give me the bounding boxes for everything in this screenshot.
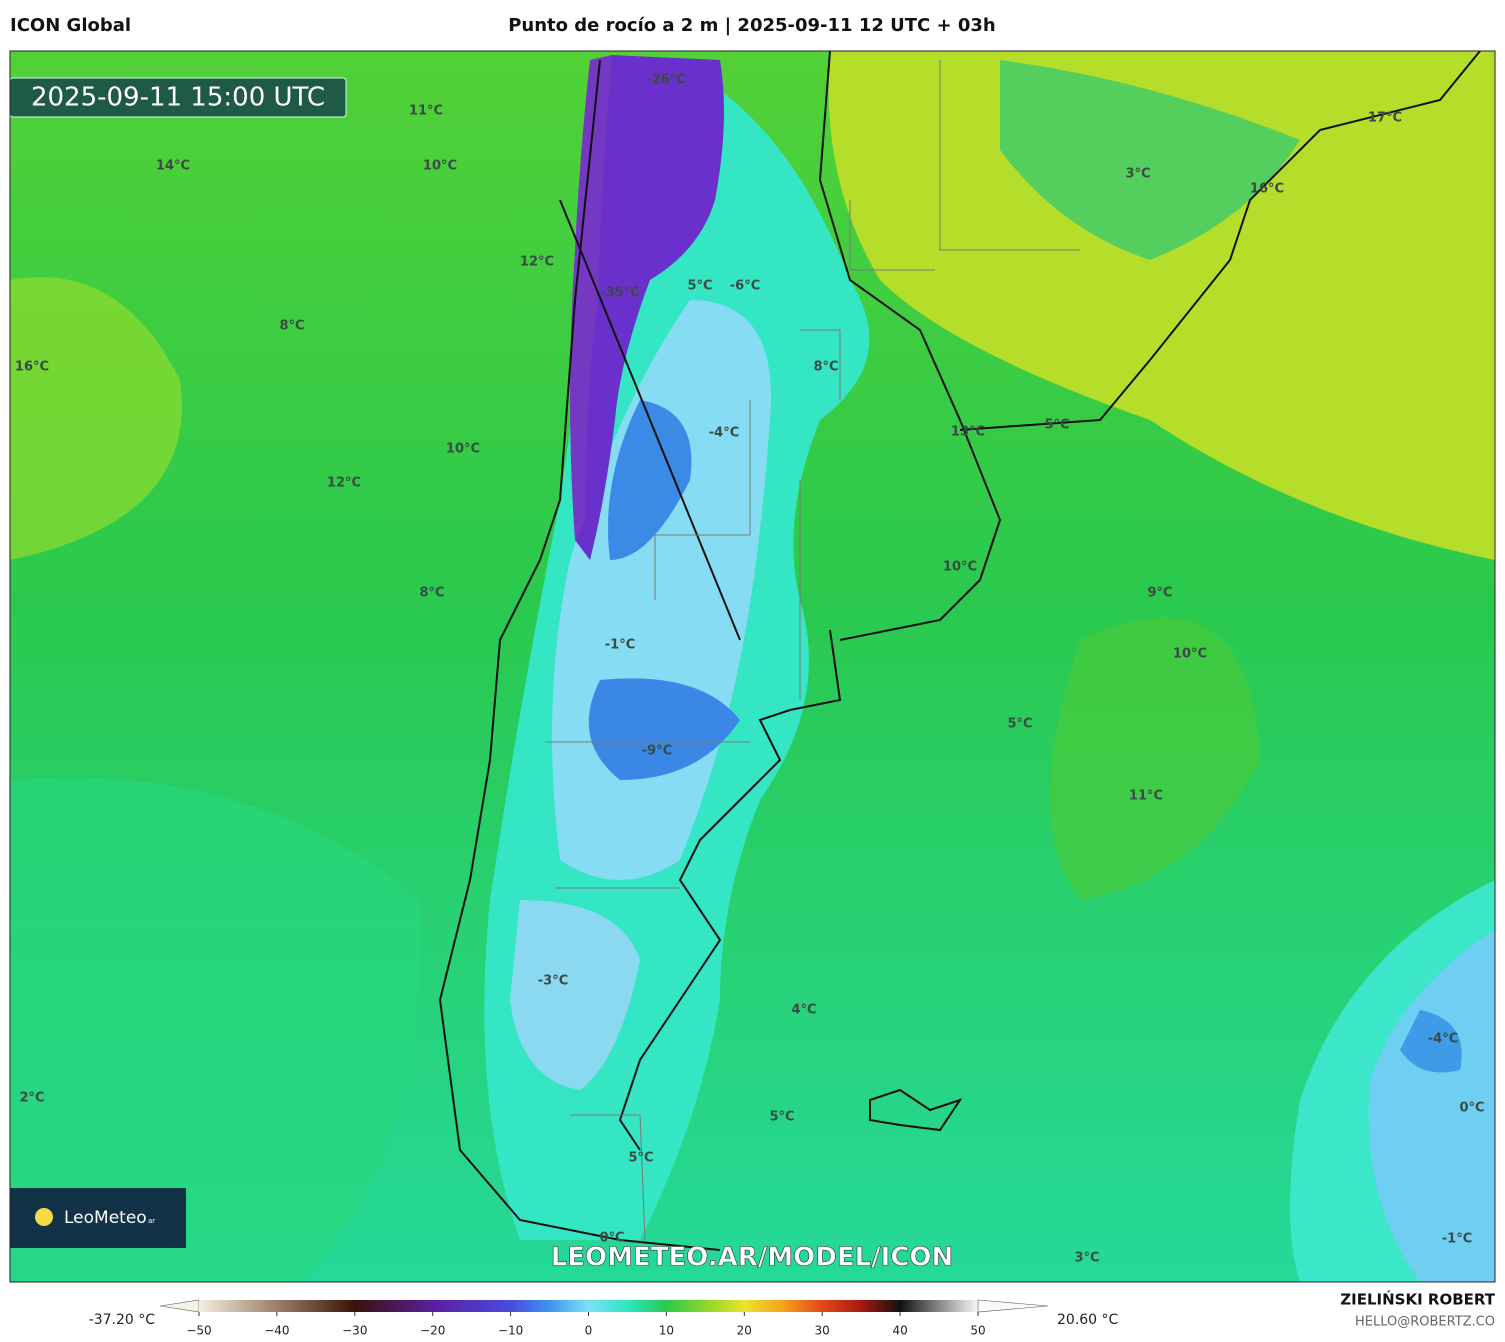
contour-label: -4°C	[1428, 1032, 1458, 1047]
contour-label: -1°C	[1442, 1232, 1472, 1247]
colorbar-tick-label: −20	[420, 1324, 445, 1338]
colorbar-tick-label: −10	[498, 1324, 523, 1338]
contour-label: 0°C	[1459, 1101, 1484, 1116]
field	[10, 777, 421, 1282]
contour-label: 16°C	[1250, 182, 1284, 197]
coastline	[438, 51, 1481, 1251]
colorbar-tick-label: −30	[342, 1324, 367, 1338]
contour-label: 4°C	[791, 1003, 816, 1018]
colorbar-max-label: 20.60 °C	[1057, 1312, 1119, 1328]
watermark: LEOMETEO.AR/MODEL/ICON	[551, 1243, 954, 1273]
logo-text: LeoMeteo	[64, 1208, 147, 1228]
contour-label: 10°C	[446, 442, 480, 457]
contour-label: -3°C	[538, 974, 568, 989]
contour-label: -4°C	[709, 426, 739, 441]
field	[588, 678, 740, 780]
timestamp-box	[10, 77, 347, 118]
contour-label: 5°C	[1044, 418, 1069, 433]
contour-label: 8°C	[813, 360, 838, 375]
timestamp: 2025-09-11 15:00 UTC	[31, 83, 325, 113]
field	[828, 51, 1495, 560]
colorbar-tick-label: 30	[815, 1324, 830, 1338]
author: ZIELIŃSKI ROBERT	[1340, 1290, 1495, 1309]
contour-label: 3°C	[1074, 1251, 1099, 1266]
island	[869, 1088, 963, 1132]
field	[10, 277, 182, 560]
contour-label: 12°C	[327, 476, 361, 491]
contour-label: 8°C	[419, 586, 444, 601]
colorbar-min-label: -37.20 °C	[89, 1312, 156, 1328]
contour-label: 10°C	[423, 159, 457, 174]
border	[545, 60, 1080, 1241]
contour-label: 3°C	[1125, 167, 1150, 182]
contour-label: 5°C	[769, 1110, 794, 1125]
colorbar-tick-label: −50	[186, 1324, 211, 1338]
label-layer: 11°C 14°C 10°C -26°C 17°C 3°C 16°C 12°C 5°C -6°C -…	[15, 73, 1485, 1266]
colorbar-tick-label: −40	[264, 1324, 289, 1338]
field	[1050, 617, 1260, 900]
contour-label: 16°C	[15, 360, 49, 375]
contour-label: 12°C	[520, 255, 554, 270]
contour-label: 13°C	[951, 425, 985, 440]
contour-label: 5°C	[687, 279, 712, 294]
field	[608, 400, 692, 560]
colorbar-ticks: −50 −40 −30 −20 −10 0 10 20 30 40 50	[186, 1312, 986, 1338]
contour-label: 11°C	[409, 104, 443, 119]
contour-label: 5°C	[628, 1151, 653, 1166]
contour-label: 8°C	[279, 319, 304, 334]
field	[1400, 1010, 1462, 1073]
contour-label: 14°C	[156, 159, 190, 174]
contour-label: 2°C	[19, 1091, 44, 1106]
logo-sun	[35, 1208, 53, 1226]
contour-label: -6°C	[730, 279, 760, 294]
contact: HELLO@ROBERTZ.CO	[1355, 1315, 1495, 1330]
logo-suffix: ar	[148, 1217, 155, 1225]
colorbar-tick-label: 50	[970, 1324, 985, 1338]
field	[510, 900, 640, 1090]
colorbar-tick-label: 0	[585, 1324, 593, 1338]
andes-band	[575, 55, 724, 560]
contour-label: 5°C	[1007, 717, 1032, 732]
field	[1368, 930, 1495, 1282]
contour-label: -9°C	[642, 744, 672, 759]
contour-label: 10°C	[1173, 647, 1207, 662]
colorbar	[199, 1300, 978, 1312]
contour-label: 0°C	[599, 1231, 624, 1246]
map: 11°C 14°C 10°C -26°C 17°C 3°C 16°C 12°C 5°C -6°C -…	[10, 51, 1495, 1282]
field	[1000, 60, 1300, 260]
contour-label: -1°C	[605, 638, 635, 653]
contour-label: -35°C	[600, 286, 640, 301]
colorbar-max-arrow	[977, 1299, 1049, 1313]
model-name: ICON Global	[10, 15, 131, 36]
contour-label: 17°C	[1368, 111, 1402, 126]
map-title: Punto de rocío a 2 m | 2025-09-11 12 UTC…	[508, 15, 996, 36]
colorbar-tick-label: 20	[737, 1324, 752, 1338]
contour-label: 10°C	[943, 560, 977, 575]
contour-label: -26°C	[646, 73, 686, 88]
colorbar-min-arrow	[159, 1299, 200, 1313]
andes-band	[570, 55, 612, 540]
map-frame	[9, 50, 1496, 1283]
colorbar-tick-label: 10	[659, 1324, 674, 1338]
contour-label: 9°C	[1147, 586, 1172, 601]
colorbar-tick-label: 40	[892, 1324, 907, 1338]
contour-label: 11°C	[1129, 789, 1163, 804]
